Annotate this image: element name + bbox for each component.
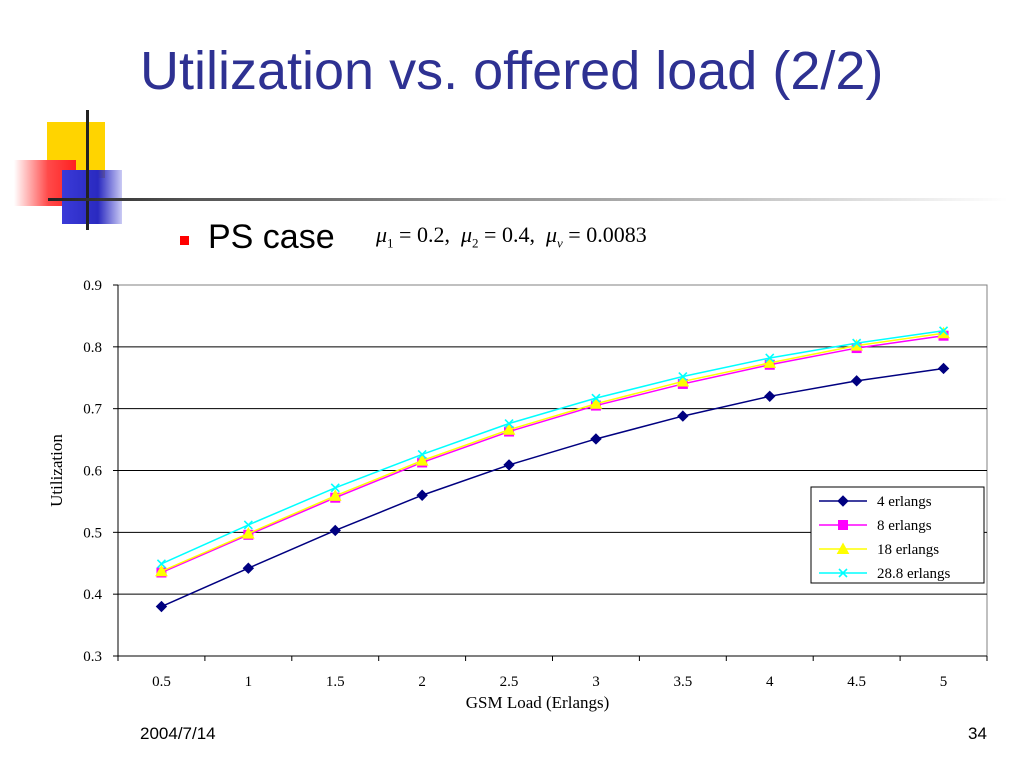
data-point <box>764 390 776 403</box>
series-4 <box>156 326 949 569</box>
y-tick-label: 0.3 <box>83 649 102 665</box>
legend-marker <box>837 495 849 507</box>
legend-marker <box>838 520 848 530</box>
bullet-square-icon <box>180 236 189 245</box>
footer-date: 2004/7/14 <box>140 724 216 743</box>
series-line <box>161 334 944 574</box>
formula-mu1: 0.2 <box>416 222 445 247</box>
x-axis-title: GSM Load (Erlangs) <box>466 693 610 712</box>
y-tick-label: 0.9 <box>83 278 102 294</box>
data-point-stroke <box>938 326 949 336</box>
slide-title: Utilization vs. offered load (2/2) <box>140 41 884 101</box>
legend-marker <box>836 542 850 554</box>
data-point <box>242 562 255 574</box>
title-underline <box>48 198 1008 201</box>
data-point-stroke <box>156 559 167 569</box>
y-tick-label: 0.8 <box>83 340 102 356</box>
legend-marker-stroke <box>838 568 848 578</box>
x-tick-label: 5 <box>940 674 948 690</box>
data-point-stroke <box>678 371 688 382</box>
data-point-stroke <box>852 338 862 348</box>
series-line <box>161 332 944 572</box>
data-point <box>155 600 168 613</box>
data-point-stroke <box>591 393 601 403</box>
data-point <box>937 362 950 375</box>
data-point-stroke <box>504 418 514 429</box>
formula-muv: 0.0083 <box>586 222 647 247</box>
x-tick-label: 0.5 <box>152 674 171 690</box>
data-point <box>416 489 428 501</box>
legend-label: 8 erlangs <box>877 518 932 534</box>
y-tick-label: 0.5 <box>83 525 102 541</box>
data-point <box>850 375 863 387</box>
bullet-text: PS case <box>208 218 335 256</box>
legend-label: 18 erlangs <box>877 542 939 558</box>
formula-mu2: 0.4 <box>501 222 530 247</box>
data-point <box>155 564 168 577</box>
x-tick-label: 1 <box>245 674 253 690</box>
data-point-stroke <box>243 520 253 530</box>
x-tick-label: 4 <box>766 674 774 690</box>
x-tick-label: 4.5 <box>847 674 866 690</box>
y-tick-label: 0.4 <box>83 587 102 603</box>
data-point-stroke <box>330 483 340 493</box>
data-point <box>503 459 515 471</box>
x-tick-label: 2 <box>418 674 426 690</box>
data-point-stroke <box>765 353 775 363</box>
data-point <box>589 397 603 409</box>
data-point <box>415 454 429 466</box>
decor-blue-square <box>62 170 122 224</box>
page-number: 34 <box>968 724 987 743</box>
data-point <box>242 527 255 539</box>
x-tick-label: 3.5 <box>673 674 692 690</box>
legend: 4 erlangs 8 erlangs 18 erlangs 28.8 erlangs <box>810 486 985 584</box>
y-tick-label: 0.7 <box>83 402 102 418</box>
y-tick-label: 0.6 <box>83 464 102 480</box>
series-line <box>161 367 944 608</box>
series-line <box>161 330 944 565</box>
legend-label: 4 erlangs <box>877 494 932 510</box>
data-point <box>502 423 516 435</box>
data-point <box>677 410 689 422</box>
x-tick-label: 3 <box>592 674 600 690</box>
x-tick-label: 2.5 <box>500 674 519 690</box>
series-3 <box>155 326 950 577</box>
legend-label: 28.8 erlangs <box>877 566 950 582</box>
data-point-stroke <box>417 449 427 459</box>
data-point <box>676 374 690 387</box>
data-point <box>763 356 777 368</box>
x-tick-label: 1.5 <box>326 674 345 690</box>
series-1 <box>155 362 950 613</box>
data-point <box>328 489 342 501</box>
decor-vertical-line <box>86 110 89 230</box>
formula: μ1 = 0.2, μ2 = 0.4, μv = 0.0083 <box>376 222 647 251</box>
data-point <box>329 524 341 537</box>
y-axis-title: Utilization <box>47 434 66 507</box>
data-point <box>590 433 602 445</box>
